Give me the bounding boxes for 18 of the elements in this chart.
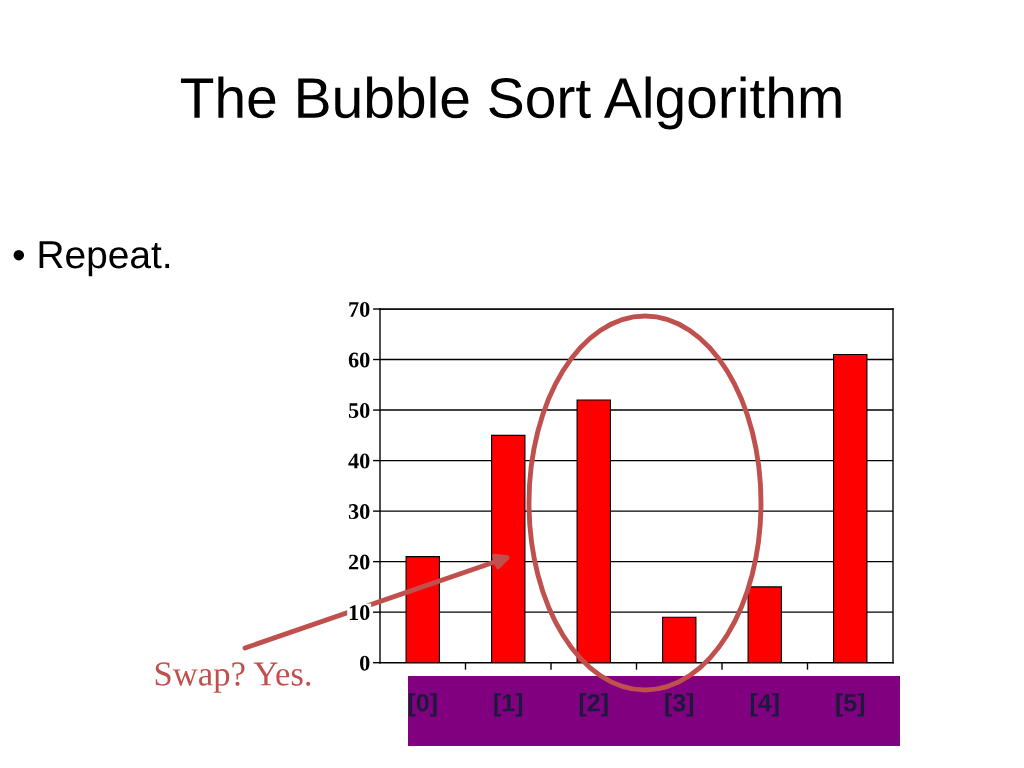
y-tick-label: 10 — [349, 605, 370, 621]
y-tick-label: 30 — [348, 504, 370, 520]
y-tick-label: 0 — [360, 655, 370, 671]
x-tick-label: [2] — [579, 693, 608, 717]
bar — [662, 616, 697, 663]
x-tick-label: [3] — [665, 693, 694, 717]
x-tick-label: [4] — [750, 693, 779, 717]
y-tick-label: 50 — [348, 402, 370, 418]
x-tick-label: [5] — [836, 693, 865, 717]
chart-title: The Bubble Sort Algorithm — [180, 76, 841, 130]
x-tick-label: [0] — [408, 693, 437, 717]
chart-subtitle: • Repeat. — [13, 241, 170, 277]
y-tick-label: 60 — [348, 352, 370, 368]
y-tick-label: 70 — [349, 301, 370, 317]
y-tick-label: 40 — [348, 453, 370, 469]
y-tick-label: 20 — [348, 554, 370, 570]
text: Swap? Yes. — [155, 662, 311, 693]
x-tick-label: [1] — [494, 693, 523, 717]
